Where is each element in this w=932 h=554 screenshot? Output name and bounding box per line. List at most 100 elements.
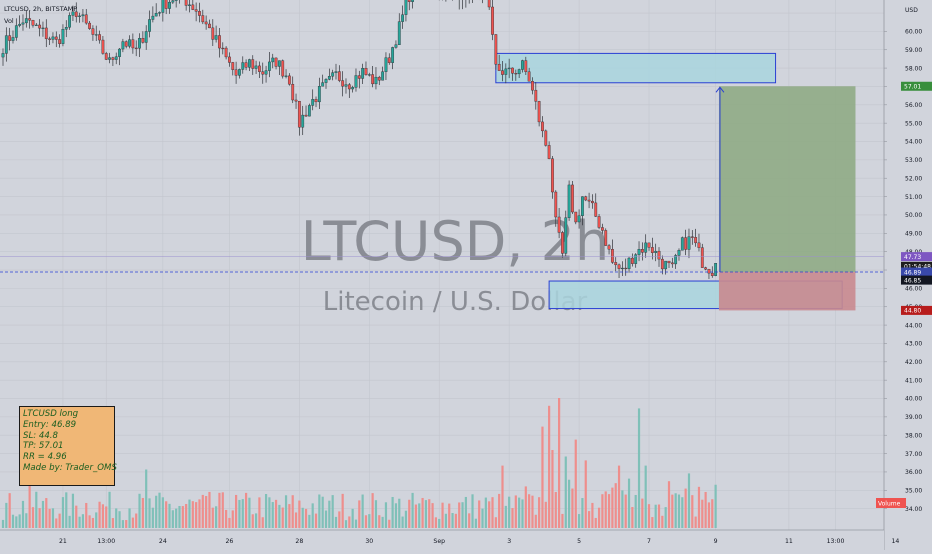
- candle: [584, 196, 588, 201]
- candle: [664, 260, 668, 270]
- candle: [387, 57, 391, 63]
- price-badge-entry[interactable]: [901, 267, 932, 277]
- price-badge-countdown[interactable]: [901, 261, 932, 271]
- candle: [401, 14, 404, 22]
- volume-bar: [135, 513, 138, 528]
- profit-zone[interactable]: [718, 86, 856, 273]
- volume-bar: [221, 492, 224, 528]
- candle: [577, 215, 581, 223]
- candle: [697, 242, 701, 248]
- price-badge-current[interactable]: [901, 275, 932, 285]
- volume-bar: [291, 495, 294, 528]
- time-tick-label: 11: [785, 538, 793, 545]
- price-badge-last[interactable]: [901, 252, 932, 262]
- volume-bar: [441, 502, 444, 528]
- candle: [591, 200, 594, 204]
- volume-bar: [541, 426, 544, 528]
- candle: [218, 35, 221, 49]
- candle: [114, 56, 118, 60]
- loss-zone[interactable]: [718, 272, 856, 311]
- volume-bar: [514, 495, 517, 528]
- candle: [381, 71, 385, 81]
- volume-bar: [408, 499, 411, 528]
- volume-bar: [181, 506, 184, 528]
- volume-bar: [701, 499, 704, 528]
- candle: [161, 0, 165, 13]
- volume-bar: [258, 497, 261, 528]
- candle: [654, 250, 658, 253]
- candle: [188, 4, 191, 6]
- price-badge-tp[interactable]: [901, 81, 932, 91]
- candle: [111, 57, 115, 60]
- candle: [58, 39, 62, 44]
- candle: [68, 15, 72, 28]
- volume-bar: [101, 504, 104, 528]
- candle: [404, 0, 408, 15]
- volume-bar: [458, 502, 461, 528]
- candle: [327, 75, 331, 80]
- candle: [501, 70, 504, 75]
- candle: [587, 199, 591, 202]
- candle: [264, 70, 268, 75]
- candle: [394, 44, 398, 48]
- candle: [64, 27, 68, 30]
- price-tick-label: 46.00: [905, 286, 922, 293]
- candle: [191, 4, 195, 10]
- volume-bar: [318, 494, 321, 528]
- volume-bar: [488, 501, 491, 528]
- volume-bar: [388, 519, 391, 528]
- candle: [151, 15, 155, 20]
- note-line-sl: SL: 44.8: [23, 430, 59, 441]
- time-axis[interactable]: 21 13:00 24 26 28 30 Sep 3 5 7 9 11 13:00 14: [0, 529, 899, 550]
- volume-bar: [504, 505, 507, 528]
- price-axis[interactable]: USD60.0059.0058.0057.0056.0055.0054.0053…: [876, 0, 932, 550]
- candle: [571, 184, 574, 213]
- volume-bar: [498, 493, 501, 528]
- candle: [371, 74, 375, 85]
- candle: [134, 47, 138, 49]
- candle: [624, 267, 628, 270]
- zone-resistance[interactable]: [495, 52, 777, 84]
- price-tick-label: 59.00: [905, 47, 922, 54]
- volume-bar: [25, 513, 28, 528]
- candle: [301, 114, 305, 128]
- candle: [291, 83, 295, 101]
- price-tick-label: 39.00: [905, 414, 922, 421]
- chart-header: LTCUSD, 2h, BITSTAMP Vol: [4, 5, 77, 25]
- candle: [557, 216, 561, 233]
- candle: [491, 6, 494, 35]
- price-tick-label: 51.00: [905, 194, 922, 201]
- volume-bar: [491, 497, 494, 528]
- candle: [344, 84, 348, 87]
- volume-bar: [431, 503, 434, 528]
- volume-bar: [511, 508, 514, 528]
- volume-bar: [364, 515, 368, 528]
- volume-bar: [561, 513, 564, 528]
- volume-bar: [684, 488, 687, 528]
- candle: [184, 0, 188, 6]
- volume-bar: [155, 495, 158, 528]
- volume-bar: [188, 499, 191, 528]
- trade-note[interactable]: LTCUSD long Entry: 46.89 SL: 44.8 TP: 57…: [19, 406, 117, 486]
- candle: [397, 21, 401, 45]
- candle: [544, 130, 548, 146]
- volume-bar: [151, 507, 154, 528]
- volume-bar: [641, 498, 644, 528]
- volume-bar: [404, 510, 408, 528]
- candle: [194, 9, 198, 12]
- volume-bar: [398, 498, 401, 528]
- long-position-tool[interactable]: [0, 86, 884, 311]
- volume-bar: [371, 493, 374, 528]
- candle: [91, 28, 95, 35]
- volume-bar: [231, 510, 234, 528]
- volume-bar: [394, 503, 398, 528]
- volume-bar: [235, 494, 238, 528]
- volume-bar: [461, 502, 464, 528]
- volume-bar: [38, 508, 41, 528]
- volume-bar: [45, 498, 48, 528]
- volume-bar: [621, 490, 624, 528]
- candle: [171, 0, 175, 3]
- price-badge-sl[interactable]: [901, 305, 932, 315]
